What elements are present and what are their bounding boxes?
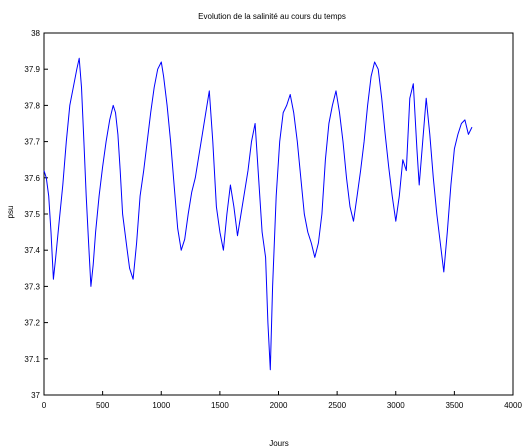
y-tick-label: 37.2 <box>24 319 40 328</box>
x-tick-label: 0 <box>42 401 47 410</box>
x-tick-label: 1000 <box>152 401 170 410</box>
y-tick-label: 37.3 <box>24 282 40 291</box>
x-tick-label: 500 <box>96 401 110 410</box>
series-layer <box>43 57 473 371</box>
x-tick-label: 1500 <box>211 401 229 410</box>
y-tick-label: 37 <box>31 391 40 400</box>
x-axis-label: Jours <box>269 439 289 448</box>
y-tick-label: 37.8 <box>24 101 40 110</box>
x-tick-label: 3000 <box>387 401 405 410</box>
y-tick-label: 37.6 <box>24 174 40 183</box>
x-tick-label: 4000 <box>504 401 522 410</box>
y-tick-label: 37.4 <box>24 246 40 255</box>
y-tick-label: 37.9 <box>24 65 40 74</box>
salinity-series-line <box>43 57 473 371</box>
x-tick-label: 2000 <box>270 401 288 410</box>
y-tick-label: 37.7 <box>24 138 40 147</box>
y-tick-label: 38 <box>31 29 40 38</box>
chart-title: Evolution de la salinité au cours du tem… <box>198 12 346 21</box>
y-axis-ticks: 37 37.1 37.2 37.3 37.4 37.5 37.6 37.7 37.8 37.9 38 <box>24 29 48 400</box>
plot-frame <box>43 32 514 396</box>
x-tick-label: 2500 <box>328 401 346 410</box>
y-tick-label: 37.5 <box>24 210 40 219</box>
y-tick-label: 37.1 <box>24 355 40 364</box>
x-axis-ticks: 0 500 1000 1500 2000 2500 3000 3500 4000 <box>42 391 522 410</box>
x-tick-label: 3500 <box>445 401 463 410</box>
y-axis-label: psu <box>6 206 15 219</box>
